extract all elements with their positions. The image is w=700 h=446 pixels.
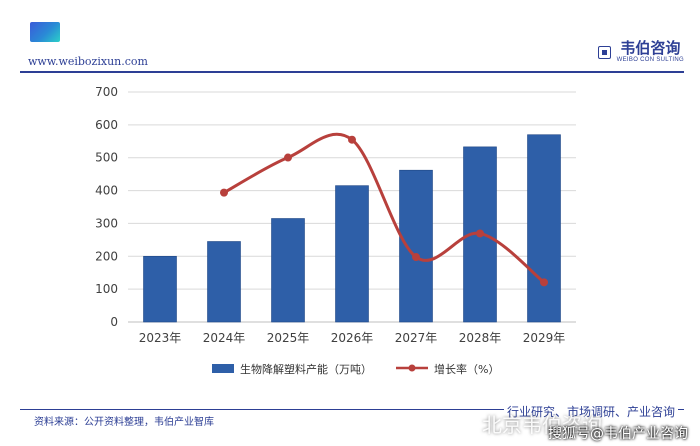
y-tick-label: 700 <box>95 85 118 99</box>
bar-series <box>143 134 561 323</box>
x-tick-label: 2023年 <box>139 331 182 345</box>
y-tick-label: 400 <box>95 184 118 198</box>
bar <box>207 241 241 323</box>
line-series <box>220 132 548 287</box>
bar <box>399 169 433 323</box>
sohu-watermark: 搜狐号@韦伯产业咨询 <box>548 426 688 442</box>
bar <box>271 218 305 323</box>
y-tick-label: 100 <box>95 282 118 296</box>
header-divider <box>20 71 684 73</box>
watermark-text: 北京韦伯咨询 <box>482 413 602 437</box>
line-point <box>348 135 356 144</box>
brand-name: 韦伯咨询 <box>620 39 681 57</box>
line-point <box>284 153 292 162</box>
legend-label-bar: 生物降解塑料产能（万吨） <box>240 362 372 376</box>
brand-english: WEIBO CON SULTING <box>616 57 684 63</box>
brand-logo: 韦伯咨询 WEIBO CON SULTING <box>596 40 684 63</box>
x-axis-ticks: 2023年 2024年 2025年 2026年 2027年 2028年 2029年 <box>139 331 566 345</box>
bar <box>143 255 177 323</box>
y-tick-label: 0 <box>110 315 118 329</box>
legend-swatch-bar <box>212 364 234 373</box>
bar <box>527 134 561 323</box>
line-point <box>412 253 420 262</box>
x-tick-label: 2026年 <box>331 331 374 345</box>
y-axis-ticks: 0 100 200 300 400 500 600 700 <box>95 85 118 329</box>
x-tick-label: 2027年 <box>395 331 438 345</box>
y-tick-label: 200 <box>95 249 118 263</box>
chart-legend: 生物降解塑料产能（万吨） 增长率（%） <box>212 362 499 376</box>
website-url[interactable]: www.weibozixun.com <box>28 55 148 68</box>
legend-marker-line <box>408 364 416 372</box>
y-tick-label: 500 <box>95 151 118 165</box>
corner-logo <box>30 22 60 42</box>
line-point <box>540 278 548 287</box>
bar <box>335 185 369 323</box>
data-source: 资料来源：公开资料整理，韦伯产业智库 <box>34 417 214 428</box>
legend-label-line: 增长率（%） <box>434 362 499 376</box>
x-tick-label: 2029年 <box>523 331 566 345</box>
y-tick-label: 600 <box>95 118 118 132</box>
y-tick-label: 300 <box>95 216 118 230</box>
footer-divider <box>20 409 684 410</box>
brand-icon <box>596 44 612 60</box>
x-tick-label: 2025年 <box>267 331 310 345</box>
line-point <box>476 229 484 238</box>
line-point <box>220 188 228 197</box>
x-tick-label: 2024年 <box>203 331 246 345</box>
footer-tagline: 行业研究、市场调研、产业咨询 <box>503 403 678 420</box>
x-tick-label: 2028年 <box>459 331 502 345</box>
